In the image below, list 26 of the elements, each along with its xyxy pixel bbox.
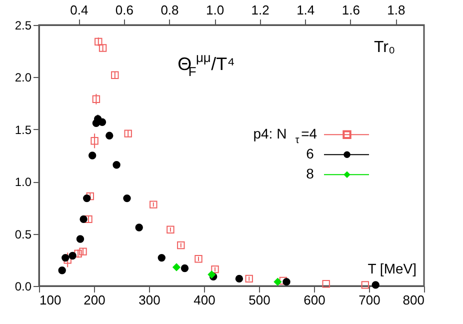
x2-tick-label: 0.4 (70, 2, 88, 18)
x-tick-label: 300 (138, 292, 160, 308)
x-axis-title: T [MeV] (368, 260, 416, 276)
legend-label: 6 (306, 146, 314, 162)
x-tick-label: 700 (358, 292, 380, 308)
x-tick-label: 200 (84, 292, 106, 308)
x-tick-label: 500 (248, 292, 270, 308)
x-tick-label: 100 (40, 292, 62, 308)
legend-label: 8 (306, 166, 314, 182)
x2-tick-label: 1.2 (251, 2, 270, 18)
x2-tick-label: 1.6 (342, 2, 360, 18)
y-tick-label: 2.0 (14, 70, 32, 85)
y-tick-label: 1.5 (14, 122, 32, 137)
x2-tick-label: 1.4 (296, 2, 315, 18)
y-tick-label: 0.5 (14, 227, 32, 242)
x-tick-label: 400 (194, 292, 216, 308)
y-tick-label: 1.0 (14, 175, 32, 190)
x2-tick-label: 1.0 (206, 2, 224, 18)
annotation: Tr₀ (374, 39, 396, 56)
x2-tick-label: 1.8 (387, 2, 406, 18)
x2-tick-label: 0.6 (115, 2, 134, 18)
y-tick-label: 0.0 (14, 280, 32, 294)
x-tick-label: 600 (304, 292, 326, 308)
x-tick-label: 800 (402, 292, 424, 308)
y-tick-label: 2.5 (14, 18, 32, 32)
x2-tick-label: 0.8 (160, 2, 179, 18)
